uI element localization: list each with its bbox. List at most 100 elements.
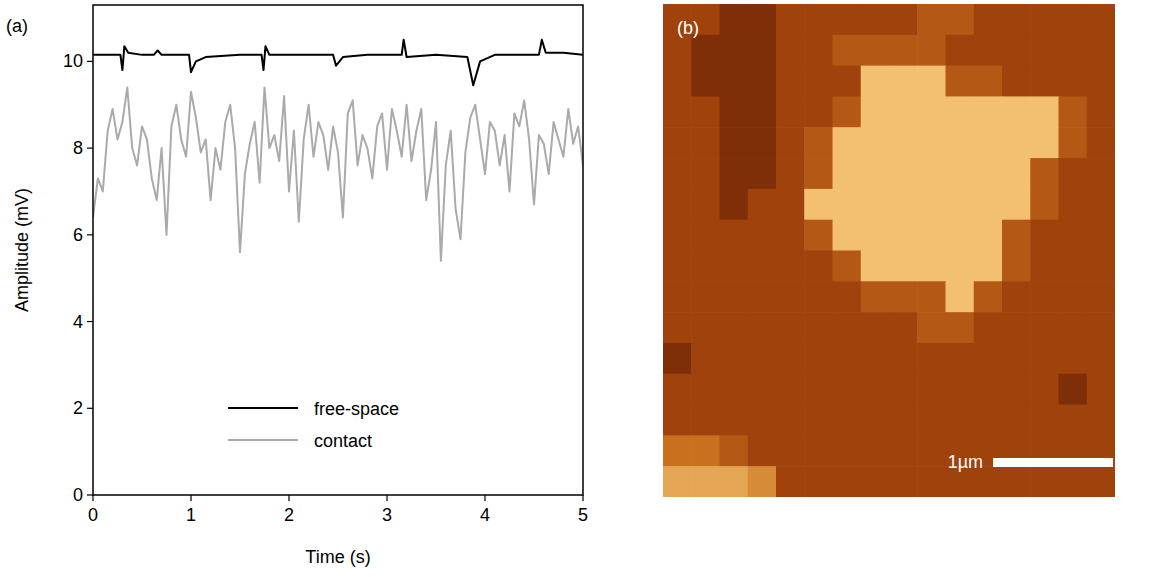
- heatmap-cell: [974, 127, 1003, 158]
- heatmap-cell: [889, 466, 918, 497]
- heatmap-cell: [889, 312, 918, 343]
- heatmap-cell: [833, 312, 862, 343]
- heatmap-cell: [974, 281, 1003, 312]
- y-tick: [87, 408, 93, 409]
- x-tick-label: 1: [186, 505, 196, 525]
- heatmap-cell: [889, 189, 918, 220]
- heatmap-cell: [1030, 405, 1059, 436]
- heatmap-cell: [691, 127, 720, 158]
- heatmap-cell: [861, 220, 890, 251]
- heatmap-cell: [1087, 35, 1115, 66]
- heatmap-cell: [974, 96, 1003, 127]
- heatmap-cell: [861, 4, 890, 35]
- heatmap-cell: [1002, 220, 1031, 251]
- heatmap-cell: [691, 405, 720, 436]
- x-tick-label: 4: [480, 505, 490, 525]
- heatmap-cell: [1002, 251, 1031, 282]
- heatmap-cell: [974, 66, 1003, 97]
- heatmap-cell: [1059, 4, 1088, 35]
- heatmap-cell: [804, 4, 833, 35]
- heatmap-cell: [1059, 466, 1088, 497]
- x-tick-label: 0: [88, 505, 98, 525]
- heatmap-cell: [974, 220, 1003, 251]
- plot-frame: [93, 5, 583, 495]
- heatmap-cell: [776, 66, 805, 97]
- y-axis-title: Amplitude (mV): [12, 188, 32, 312]
- y-tick-label: 4: [73, 312, 83, 332]
- figure: 0246810012345Time (s)Amplitude (mV)(a)fr…: [0, 0, 1156, 577]
- heatmap-cell: [776, 220, 805, 251]
- x-tick: [92, 495, 93, 501]
- heatmap-cell: [663, 158, 692, 189]
- heatmap-cell: [1059, 343, 1088, 374]
- heatmap-cell: [748, 251, 777, 282]
- heatmap-cell: [833, 158, 862, 189]
- heatmap-cell: [1087, 343, 1115, 374]
- heatmap-cell: [1087, 220, 1115, 251]
- heatmap-cell: [1002, 405, 1031, 436]
- y-tick: [87, 234, 93, 235]
- heatmap-cell: [833, 220, 862, 251]
- heatmap-cell: [1030, 281, 1059, 312]
- heatmap-cell: [776, 35, 805, 66]
- heatmap-cell: [1030, 374, 1059, 405]
- heatmap-cell: [1059, 158, 1088, 189]
- heatmap-cell: [1030, 66, 1059, 97]
- heatmap-cell: [833, 35, 862, 66]
- heatmap-cell: [946, 158, 975, 189]
- x-tick: [288, 495, 289, 501]
- heatmap-cell: [1002, 4, 1031, 35]
- heatmap-cell: [833, 189, 862, 220]
- heatmap-cell: [1002, 189, 1031, 220]
- heatmap-cell: [748, 405, 777, 436]
- heatmap-cell: [720, 35, 749, 66]
- heatmap-cell: [946, 220, 975, 251]
- heatmap-cell: [804, 251, 833, 282]
- heatmap-cell: [833, 96, 862, 127]
- heatmap-cell: [804, 96, 833, 127]
- heatmap-cell: [663, 312, 692, 343]
- heatmap-cell: [1087, 66, 1115, 97]
- legend-label: contact: [314, 431, 372, 451]
- heatmap-cell: [889, 343, 918, 374]
- heatmap-cell: [946, 281, 975, 312]
- heatmap-cell: [1059, 96, 1088, 127]
- heatmap-cell: [917, 96, 946, 127]
- heatmap-cell: [1059, 189, 1088, 220]
- heatmap-cell: [748, 35, 777, 66]
- heatmap-cell: [804, 405, 833, 436]
- heatmap-cell: [663, 220, 692, 251]
- heatmap-cell: [1059, 220, 1088, 251]
- heatmap-cell: [691, 251, 720, 282]
- heatmap-cell: [1059, 281, 1088, 312]
- heatmap-cell: [804, 158, 833, 189]
- legend-label: free-space: [314, 399, 399, 419]
- heatmap-cell: [833, 435, 862, 466]
- heatmap-cell: [1030, 312, 1059, 343]
- heatmap-cell: [691, 312, 720, 343]
- x-tick: [484, 495, 485, 501]
- series-line: [93, 87, 583, 260]
- heatmap-cell: [720, 66, 749, 97]
- heatmap-cell: [720, 251, 749, 282]
- heatmap-cell: [917, 127, 946, 158]
- heatmap-cell: [776, 312, 805, 343]
- image-area: [663, 4, 1115, 497]
- heatmap-cell: [748, 312, 777, 343]
- heatmap-cell: [917, 4, 946, 35]
- heatmap-cell: [1059, 35, 1088, 66]
- heatmap-cell: [917, 189, 946, 220]
- panel-label: (b): [677, 18, 699, 38]
- heatmap-cell: [946, 127, 975, 158]
- heatmap-cell: [691, 158, 720, 189]
- heatmap-cell: [917, 435, 946, 466]
- heatmap-cell: [804, 312, 833, 343]
- heatmap-cell: [691, 435, 720, 466]
- heatmap-cell: [1002, 158, 1031, 189]
- heatmap-cell: [833, 127, 862, 158]
- scale-bar-label: 1µm: [948, 452, 983, 472]
- heatmap-cell: [974, 4, 1003, 35]
- heatmap-cell: [917, 374, 946, 405]
- heatmap-cell: [833, 374, 862, 405]
- heatmap-cell: [748, 4, 777, 35]
